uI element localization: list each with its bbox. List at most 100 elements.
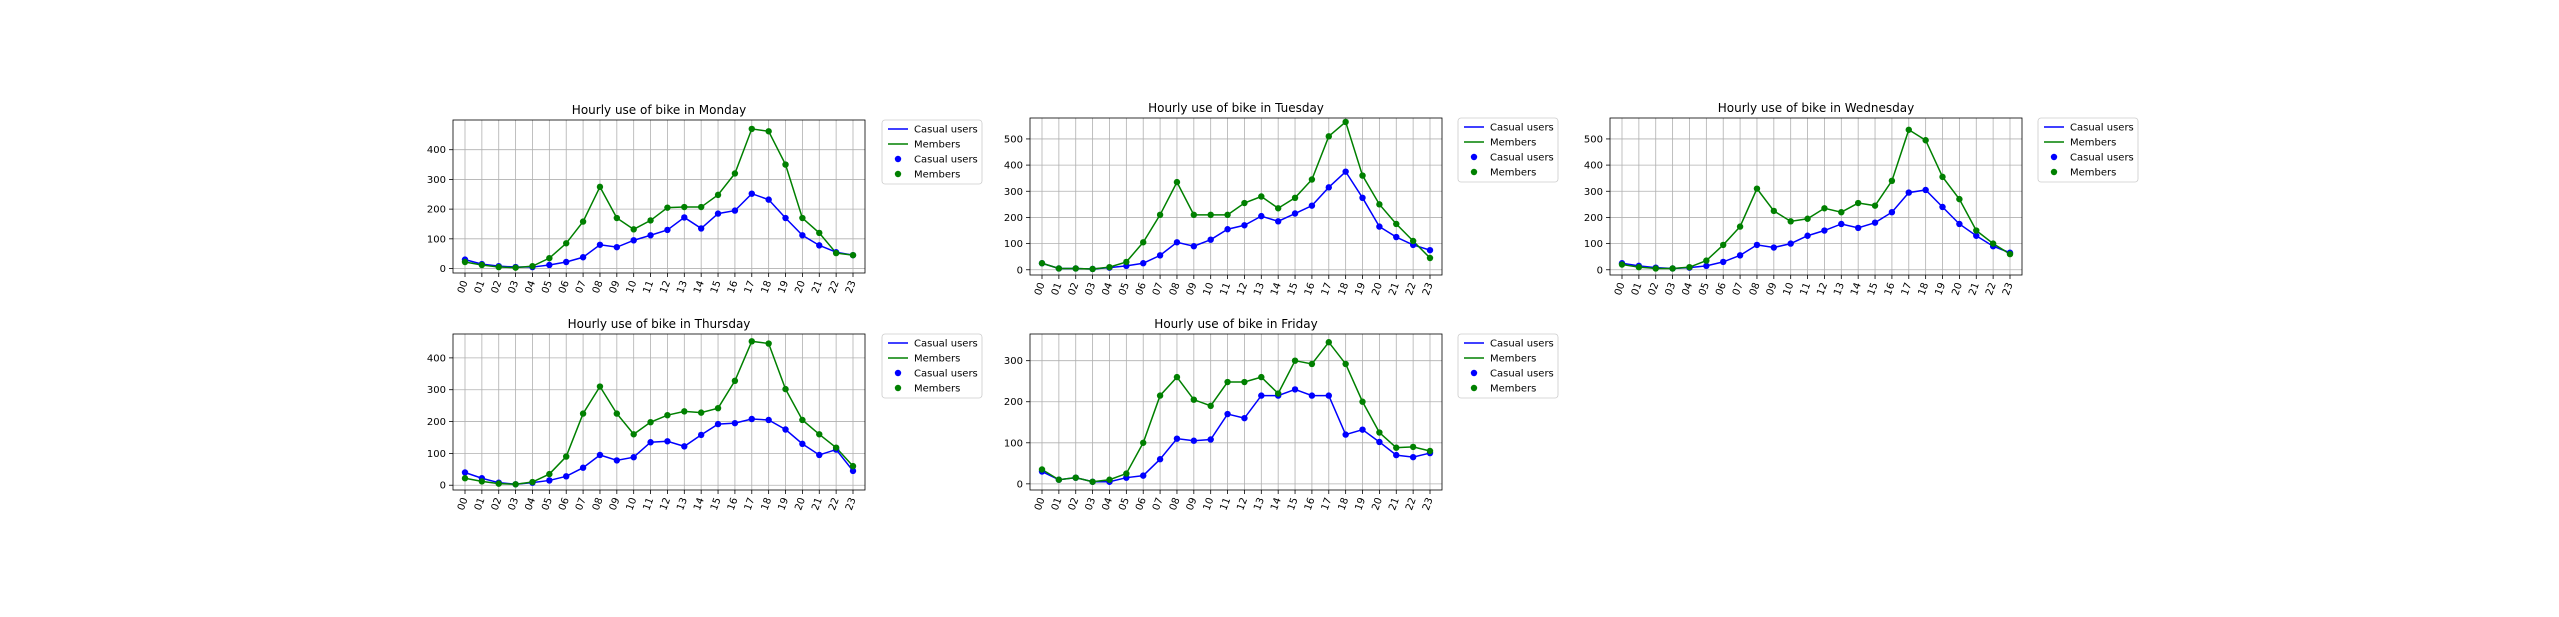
y-tick-label: 300 [1004, 356, 1023, 367]
legend-label: Members [1490, 384, 1536, 395]
legend-marker-swatch [1470, 384, 1478, 392]
data-point [1156, 211, 1164, 219]
x-tick-label: 08 [1168, 281, 1183, 297]
x-tick-label: 06 [1134, 281, 1149, 297]
x-tick-label: 22 [1404, 496, 1419, 512]
x-tick-label: 07 [1151, 496, 1166, 512]
legend-label: Members [2070, 138, 2116, 149]
legend-label: Casual users [2070, 123, 2134, 134]
data-point [1291, 357, 1299, 364]
data-point [681, 408, 688, 415]
x-tick-label: 22 [827, 496, 842, 512]
x-tick-label: 07 [574, 279, 589, 295]
x-tick-label: 17 [743, 279, 758, 295]
data-point [1325, 339, 1332, 346]
x-tick-label: 19 [1353, 496, 1368, 512]
chart-panel-4: Hourly use of bike in Friday 00 01 02 03 04 05… [1004, 317, 1559, 512]
data-point [782, 161, 789, 168]
x-tick-label: 03 [1084, 281, 1099, 297]
data-point [1736, 223, 1744, 230]
data-point [1770, 244, 1778, 251]
x-tick-label: 11 [642, 279, 657, 295]
x-tick-label: 19 [1353, 281, 1368, 297]
data-point [849, 462, 857, 470]
data-point [596, 383, 604, 390]
data-point [512, 481, 519, 488]
x-tick-label: 05 [1697, 281, 1712, 297]
data-point [1838, 209, 1845, 216]
data-point [1409, 443, 1417, 451]
data-point [1821, 227, 1828, 234]
x-tick-label: 04 [523, 279, 538, 295]
chart-title: Hourly use of bike in Tuesday [1148, 101, 1324, 115]
data-point [1072, 474, 1079, 481]
y-tick-label: 200 [427, 205, 446, 216]
x-tick-label: 18 [1917, 281, 1932, 297]
x-tick-label: 02 [490, 279, 505, 295]
y-tick-label: 400 [427, 353, 446, 364]
data-point [1359, 398, 1366, 405]
x-tick-label: 06 [1134, 496, 1149, 512]
x-tick-label: 21 [810, 279, 825, 295]
data-point [647, 439, 654, 446]
data-point [816, 431, 823, 438]
x-tick-label: 08 [591, 496, 606, 512]
y-tick-label: 200 [1004, 397, 1023, 408]
x-tick-label: 20 [793, 496, 808, 512]
data-point [1038, 260, 1046, 267]
x-tick-label: 05 [1117, 281, 1132, 297]
x-tick-label: 13 [1252, 281, 1267, 297]
x-tick-label: 01 [1050, 281, 1065, 297]
x-tick-label: 23 [1421, 496, 1436, 512]
data-point [461, 475, 469, 482]
data-point [1922, 186, 1929, 194]
data-point [664, 438, 671, 445]
x-tick-label: 16 [1303, 496, 1318, 512]
y-tick-label: 400 [1584, 161, 1603, 172]
data-point [579, 254, 587, 261]
legend-label: Members [914, 384, 960, 395]
x-tick-label: 15 [1866, 281, 1881, 297]
data-point [816, 451, 823, 459]
data-point [697, 203, 705, 211]
legend-label: Casual users [1490, 123, 1554, 134]
data-point [1393, 233, 1400, 241]
y-tick-label: 500 [1004, 134, 1023, 145]
data-point [630, 431, 637, 438]
data-point [748, 415, 755, 423]
x-tick-label: 22 [827, 279, 842, 295]
data-point [1224, 410, 1231, 418]
x-tick-label: 23 [844, 496, 859, 512]
x-tick-label: 05 [1117, 496, 1132, 512]
data-point [630, 237, 637, 244]
y-tick-label: 300 [427, 385, 446, 396]
x-tick-label: 01 [1630, 281, 1645, 297]
legend-label: Casual users [2070, 153, 2134, 164]
data-point [1207, 236, 1214, 243]
data-point [765, 340, 772, 347]
data-point [613, 243, 621, 251]
data-point [1770, 207, 1778, 215]
data-point [478, 478, 486, 485]
data-point [1393, 451, 1400, 459]
data-point [512, 264, 519, 271]
data-point [849, 467, 857, 475]
data-point [1686, 263, 1693, 271]
data-point [697, 431, 705, 439]
data-point [1376, 201, 1383, 208]
data-point [799, 416, 806, 424]
data-point [461, 469, 469, 476]
data-point [613, 457, 621, 464]
x-tick-label: 15 [709, 496, 724, 512]
data-point [1703, 262, 1710, 270]
x-tick-label: 01 [1050, 496, 1065, 512]
legend-label: Members [914, 170, 960, 181]
x-tick-label: 19 [776, 496, 791, 512]
y-tick-label: 200 [427, 417, 446, 428]
data-point [1956, 195, 1963, 203]
data-point [1173, 239, 1181, 246]
legend-label: Members [1490, 138, 1536, 149]
x-tick-label: 01 [473, 279, 488, 295]
legend-marker-swatch [894, 170, 902, 178]
